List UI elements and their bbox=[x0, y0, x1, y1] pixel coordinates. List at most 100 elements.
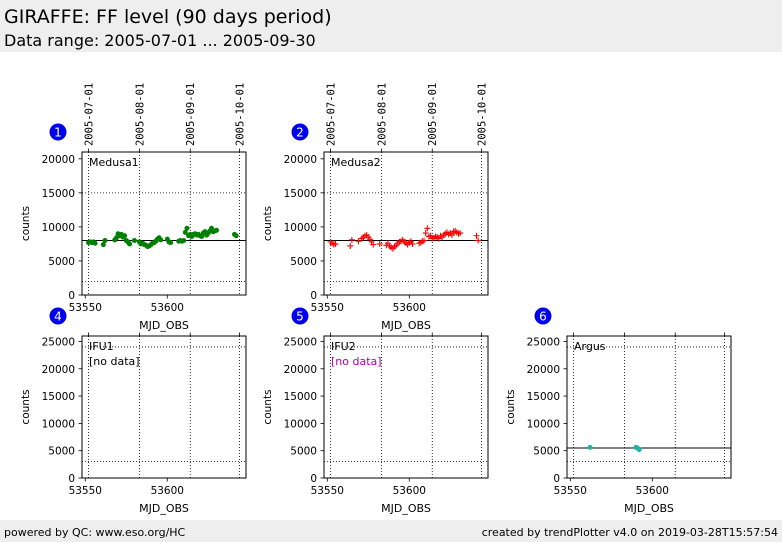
x-axis-label: MJD_OBS bbox=[139, 319, 189, 332]
plot-frame bbox=[566, 335, 732, 479]
page-title: GIRAFFE: FF level (90 days period) bbox=[4, 6, 332, 28]
panel-number-label: 5 bbox=[296, 310, 304, 324]
data-point bbox=[355, 238, 362, 245]
data-point bbox=[184, 225, 190, 231]
y-tick-label: 5000 bbox=[533, 446, 560, 458]
data-point bbox=[448, 232, 455, 239]
x-tick-label: 53600 bbox=[151, 302, 184, 314]
date-tick-label: 2005-07-01 bbox=[326, 83, 338, 146]
y-tick-label: 20000 bbox=[527, 364, 560, 376]
y-tick-label: 15000 bbox=[527, 391, 560, 403]
data-point bbox=[457, 230, 464, 237]
date-tick-label: 2005-08-01 bbox=[376, 83, 388, 146]
chart-panel-ifu1: 0 5000 10000 15000 20000 25000 53550 53600 MJD_O… bbox=[20, 307, 247, 515]
date-tick-label: 2005-10-01 bbox=[476, 83, 488, 146]
data-point bbox=[409, 240, 416, 247]
panel-label: IFU1 bbox=[89, 340, 114, 353]
header-bar: GIRAFFE: FF level (90 days period) Data … bbox=[0, 0, 782, 52]
y-tick-label: 20000 bbox=[42, 154, 75, 166]
x-axis-label: MJD_OBS bbox=[381, 319, 431, 332]
x-tick-label: 53550 bbox=[554, 485, 587, 497]
data-point bbox=[473, 232, 480, 239]
date-tick-label: 2005-08-01 bbox=[134, 83, 146, 146]
y-tick-label: 10000 bbox=[42, 418, 75, 430]
data-point bbox=[181, 238, 187, 244]
panel-label: Medusa2 bbox=[331, 156, 381, 169]
y-tick-label: 10000 bbox=[284, 222, 317, 234]
y-tick-label: 0 bbox=[68, 473, 75, 485]
footer-powered-by: powered by QC: www.eso.org/HC bbox=[4, 526, 186, 539]
footer-created-by: created by trendPlotter v4.0 on 2019-03-… bbox=[481, 526, 778, 539]
data-point bbox=[424, 225, 431, 232]
y-tick-label: 5000 bbox=[48, 446, 75, 458]
data-point bbox=[347, 242, 354, 249]
plot-frame bbox=[323, 151, 489, 296]
y-tick-label: 5000 bbox=[48, 256, 75, 268]
data-point bbox=[158, 237, 164, 243]
x-tick-label: 53550 bbox=[69, 302, 102, 314]
chart-panel-medusa2: 2005-07-01 2005-08-01 2005-09-01 2005-10-01… bbox=[262, 83, 489, 332]
data-point bbox=[213, 227, 219, 233]
x-tick-label: 53550 bbox=[311, 302, 344, 314]
y-tick-label: 25000 bbox=[527, 336, 560, 348]
y-tick-label: 10000 bbox=[527, 418, 560, 430]
data-point bbox=[422, 230, 429, 237]
plot-frame bbox=[323, 335, 489, 479]
chart-panel-ifu2: 0 5000 10000 15000 20000 25000 53550 53600 MJD_O… bbox=[262, 307, 489, 515]
x-tick-label: 53600 bbox=[393, 302, 426, 314]
data-point bbox=[122, 233, 128, 239]
chart-panel-argus: 0 5000 10000 15000 20000 25000 53550 53600 MJD_O… bbox=[505, 307, 732, 515]
panel-number-badge bbox=[291, 307, 309, 325]
y-axis-label: counts bbox=[262, 389, 274, 424]
x-tick-label: 53600 bbox=[636, 485, 669, 497]
x-tick-label: 53600 bbox=[393, 485, 426, 497]
data-point bbox=[127, 241, 133, 247]
y-axis-label: counts bbox=[505, 389, 517, 424]
panel-label: Medusa1 bbox=[89, 156, 139, 169]
y-axis-label: counts bbox=[20, 389, 32, 424]
y-tick-label: 5000 bbox=[290, 256, 317, 268]
panel-number-label: 4 bbox=[54, 310, 62, 324]
data-point bbox=[92, 240, 98, 246]
y-tick-label: 0 bbox=[68, 290, 75, 302]
panel-label: Argus bbox=[574, 340, 606, 353]
y-tick-label: 25000 bbox=[284, 336, 317, 348]
y-tick-label: 0 bbox=[310, 473, 317, 485]
data-point bbox=[348, 236, 355, 243]
panel-number-badge bbox=[49, 123, 67, 141]
data-point bbox=[587, 444, 593, 450]
y-tick-label: 20000 bbox=[284, 154, 317, 166]
footer-bar: powered by QC: www.eso.org/HC created by… bbox=[0, 520, 782, 542]
panel-number-label: 1 bbox=[54, 126, 62, 140]
y-tick-label: 15000 bbox=[284, 188, 317, 200]
data-point bbox=[421, 237, 428, 244]
y-tick-label: 0 bbox=[553, 473, 560, 485]
panel-number-badge bbox=[291, 123, 309, 141]
y-tick-label: 15000 bbox=[42, 391, 75, 403]
y-tick-label: 15000 bbox=[42, 188, 75, 200]
x-axis-label: MJD_OBS bbox=[139, 502, 189, 515]
y-tick-label: 20000 bbox=[42, 364, 75, 376]
data-point bbox=[636, 447, 642, 453]
panel-label: IFU2 bbox=[331, 340, 356, 353]
y-tick-label: 25000 bbox=[42, 336, 75, 348]
plot-frame bbox=[81, 151, 247, 296]
data-range-subtitle: Data range: 2005-07-01 ... 2005-09-30 bbox=[4, 31, 316, 50]
y-tick-label: 15000 bbox=[284, 391, 317, 403]
data-point bbox=[475, 237, 482, 244]
x-axis-label: MJD_OBS bbox=[624, 502, 674, 515]
data-point bbox=[168, 240, 174, 246]
y-tick-label: 20000 bbox=[284, 364, 317, 376]
data-point bbox=[332, 240, 339, 247]
no-data-label: [no data] bbox=[331, 355, 382, 368]
y-tick-label: 0 bbox=[310, 290, 317, 302]
date-tick-label: 2005-07-01 bbox=[84, 83, 96, 146]
panel-number-label: 6 bbox=[539, 310, 547, 324]
data-point bbox=[100, 242, 106, 248]
x-tick-label: 53600 bbox=[151, 485, 184, 497]
panel-number-badge bbox=[49, 307, 67, 325]
y-tick-label: 5000 bbox=[290, 446, 317, 458]
data-point bbox=[376, 240, 383, 247]
y-tick-label: 10000 bbox=[284, 418, 317, 430]
